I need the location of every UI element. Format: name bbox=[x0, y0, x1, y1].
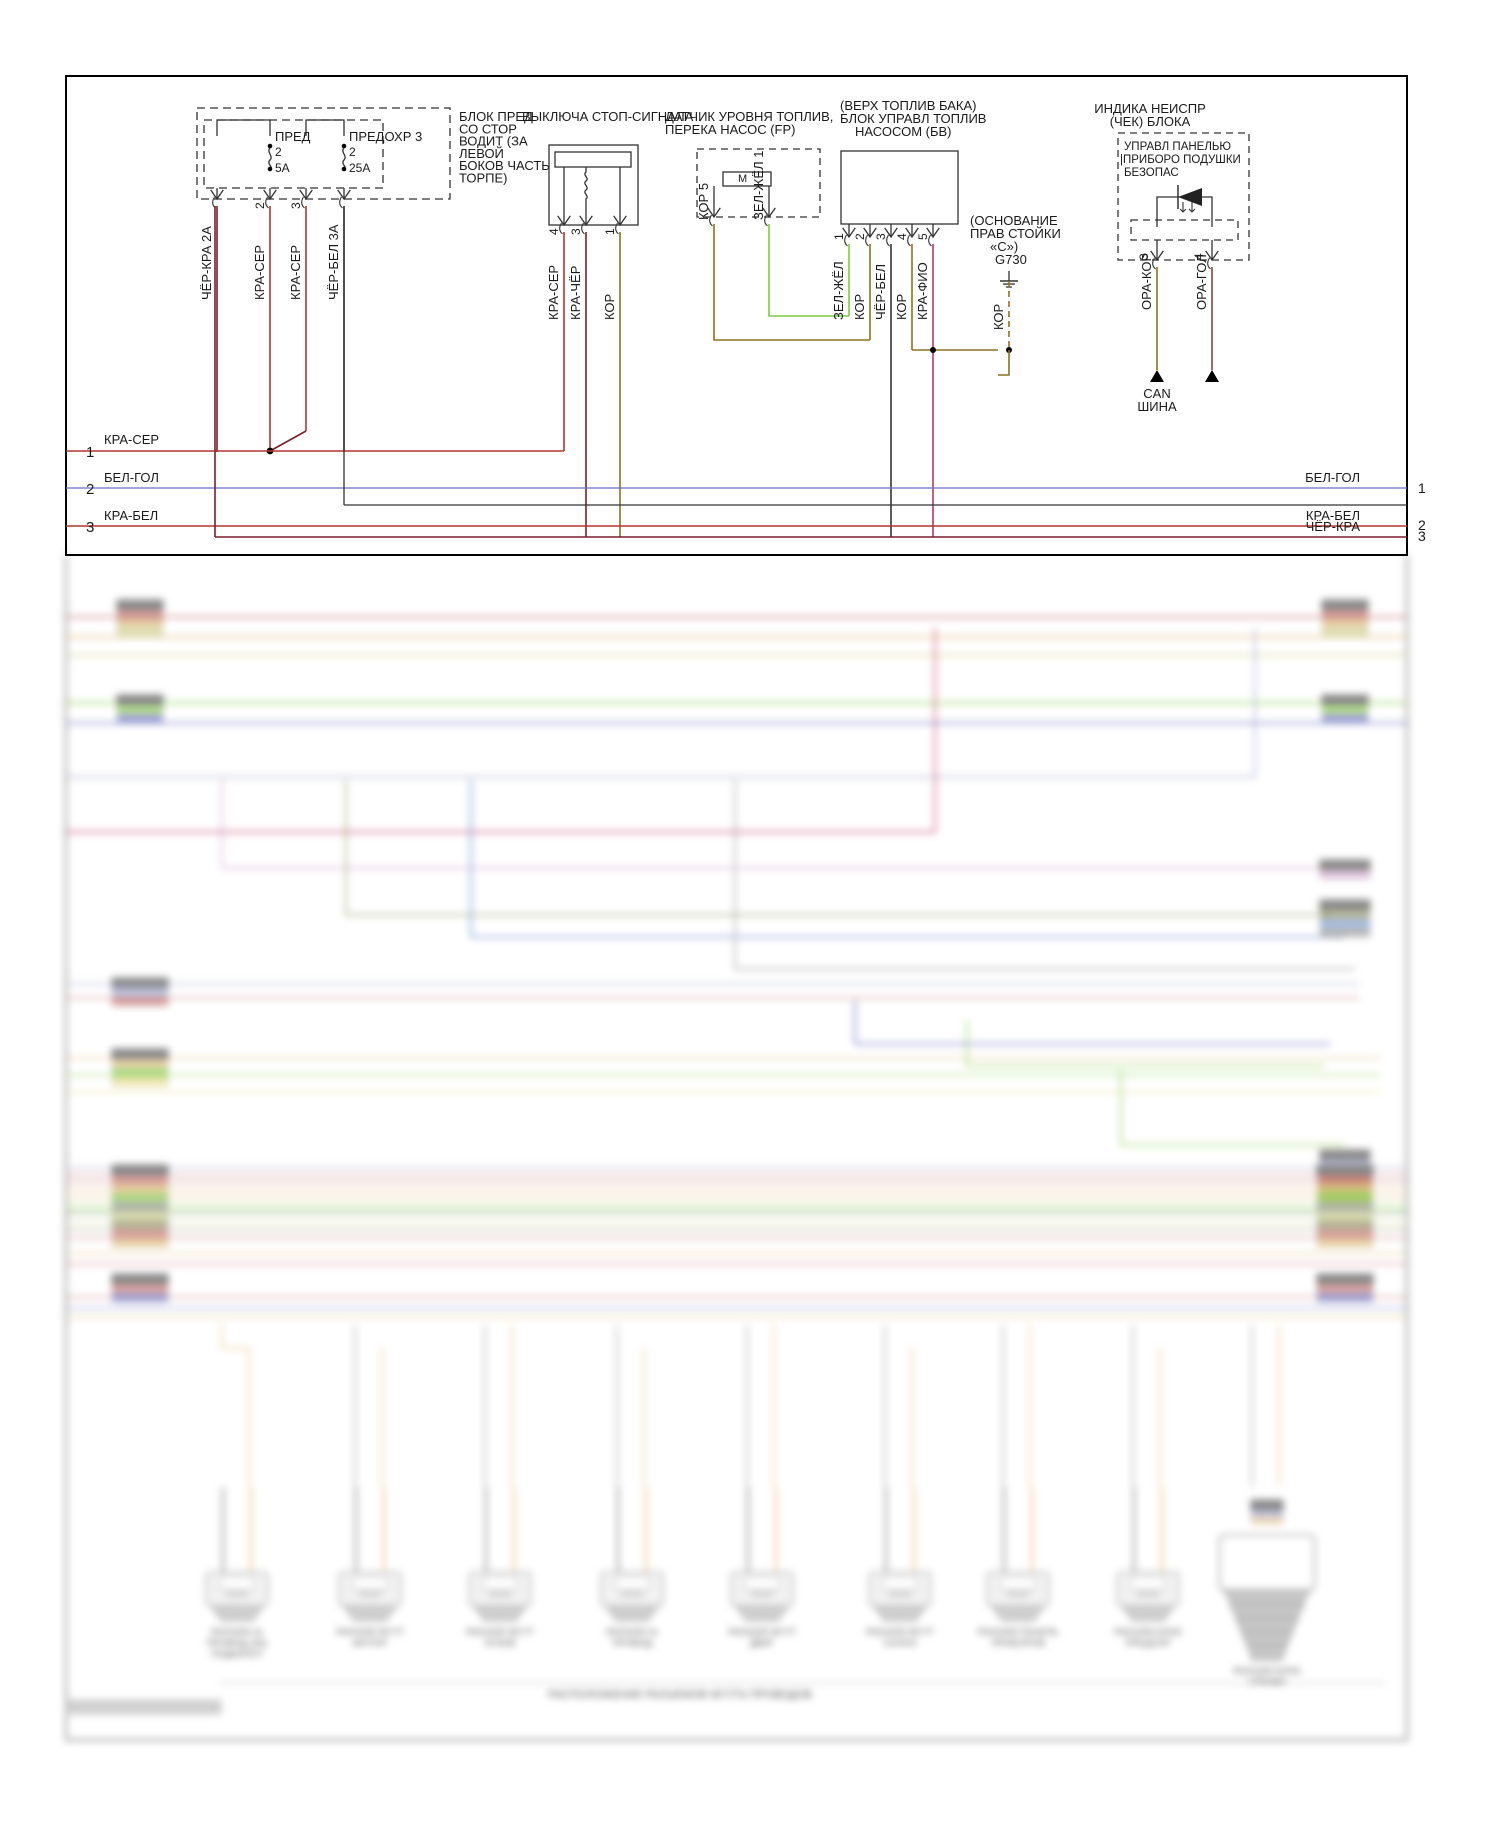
svg-text:ПРЕДОХР 3: ПРЕДОХР 3 bbox=[349, 129, 422, 144]
svg-text:ОРА-ГОЛ: ОРА-ГОЛ bbox=[1194, 254, 1209, 310]
svg-text:1: 1 bbox=[1418, 480, 1426, 496]
svg-text:1: 1 bbox=[603, 228, 617, 235]
svg-text:ЧЁР-КРА: ЧЁР-КРА bbox=[1306, 519, 1361, 534]
svg-text:КОР: КОР bbox=[852, 294, 867, 320]
svg-text:3: 3 bbox=[874, 233, 888, 240]
svg-text:ЗЕЛ-ЖЁЛ: ЗЕЛ-ЖЁЛ bbox=[831, 261, 846, 320]
svg-text:M: M bbox=[738, 173, 747, 185]
svg-text:КРА-СЕР: КРА-СЕР bbox=[104, 432, 159, 447]
svg-text:КРА-БЕЛ: КРА-БЕЛ bbox=[104, 508, 158, 523]
svg-text:2: 2 bbox=[275, 145, 282, 159]
svg-text:2: 2 bbox=[853, 233, 867, 240]
svg-text:БЕЗОПАС: БЕЗОПАС bbox=[1124, 167, 1179, 179]
svg-text:КРА-СЕР: КРА-СЕР bbox=[288, 245, 303, 300]
svg-text:КРА-СЕР: КРА-СЕР bbox=[546, 265, 561, 320]
svg-text:КОР: КОР bbox=[894, 294, 909, 320]
svg-text:1: 1 bbox=[832, 233, 846, 240]
svg-text:ЧЁР-БЕЛ: ЧЁР-БЕЛ bbox=[873, 264, 888, 320]
svg-text:ПРЕД: ПРЕД bbox=[275, 129, 311, 144]
svg-text:2: 2 bbox=[86, 481, 94, 498]
svg-text:ЧЁР-КРА 2A: ЧЁР-КРА 2A bbox=[199, 226, 214, 300]
svg-text:ОРА-КОР: ОРА-КОР bbox=[1139, 253, 1154, 310]
svg-text:ШИНА: ШИНА bbox=[1137, 399, 1177, 414]
svg-text:G730: G730 bbox=[995, 252, 1027, 267]
svg-text:3: 3 bbox=[289, 202, 303, 209]
svg-text:КРА-СЕР: КРА-СЕР bbox=[252, 245, 267, 300]
svg-text:ЗЕЛ-ЖЁЛ 1: ЗЕЛ-ЖЁЛ 1 bbox=[751, 151, 766, 220]
svg-text:2: 2 bbox=[349, 145, 356, 159]
svg-text:|ПРИБОРО ПОДУШКИ: |ПРИБОРО ПОДУШКИ bbox=[1120, 154, 1241, 166]
svg-text:1: 1 bbox=[86, 444, 94, 461]
svg-text:4: 4 bbox=[895, 233, 909, 240]
svg-text:ТОРПЕ): ТОРПЕ) bbox=[459, 171, 507, 186]
svg-text:БЕЛ-ГОЛ: БЕЛ-ГОЛ bbox=[104, 470, 159, 485]
svg-text:КОР 5: КОР 5 bbox=[696, 183, 711, 220]
svg-text:КРА-ФИО: КРА-ФИО bbox=[915, 262, 930, 320]
svg-text:(ЧЕК) БЛОКА: (ЧЕК) БЛОКА bbox=[1110, 114, 1191, 129]
svg-text:ЧЁР-БЕЛ 3A: ЧЁР-БЕЛ 3A bbox=[326, 224, 341, 300]
svg-text:3: 3 bbox=[86, 519, 94, 536]
svg-text:3: 3 bbox=[1418, 528, 1426, 544]
svg-text:5: 5 bbox=[916, 233, 930, 240]
svg-text:4: 4 bbox=[547, 228, 561, 235]
svg-text:КРА-ЧЁР: КРА-ЧЁР bbox=[568, 266, 583, 320]
svg-text:3: 3 bbox=[569, 228, 583, 235]
svg-text:5А: 5А bbox=[275, 161, 290, 175]
svg-text:2: 2 bbox=[253, 202, 267, 209]
svg-text:НАСОСОМ (БВ): НАСОСОМ (БВ) bbox=[855, 124, 952, 139]
svg-text:ПЕРЕКА НАСОС (FP): ПЕРЕКА НАСОС (FP) bbox=[665, 122, 795, 137]
svg-text:БЕЛ-ГОЛ: БЕЛ-ГОЛ bbox=[1305, 470, 1360, 485]
svg-text:25А: 25А bbox=[349, 161, 370, 175]
svg-text:КОР: КОР bbox=[991, 304, 1006, 330]
svg-text:КОР: КОР bbox=[602, 294, 617, 320]
svg-text:УПРАВЛ ПАНЕЛЬЮ: УПРАВЛ ПАНЕЛЬЮ bbox=[1124, 141, 1231, 153]
